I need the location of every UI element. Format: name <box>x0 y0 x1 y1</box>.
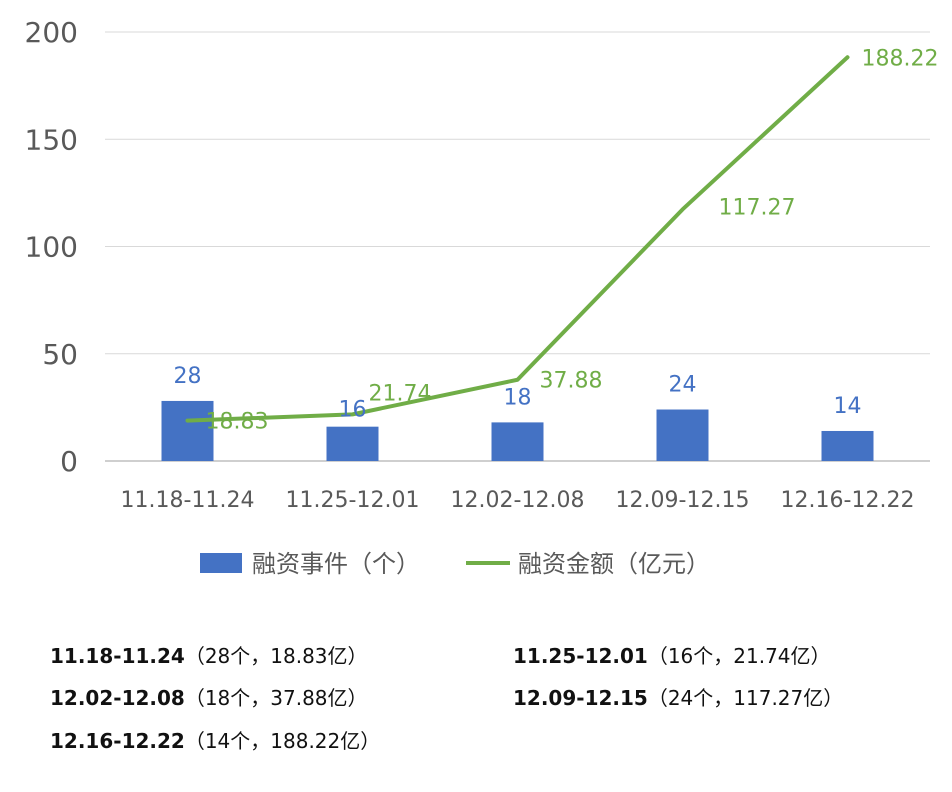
line-data-label: 21.74 <box>369 381 432 406</box>
summary-item: 12.16-12.22（14个，188.22亿） <box>50 725 380 754</box>
line-data-label: 117.27 <box>719 195 796 220</box>
line-data-label: 188.22 <box>862 46 939 71</box>
line-data-label: 37.88 <box>540 369 603 394</box>
line-series <box>185 55 850 423</box>
y-tick-label: 0 <box>60 445 78 478</box>
legend-label: 融资事件（个） <box>252 550 420 578</box>
bar-data-label: 28 <box>174 364 202 389</box>
summary-detail: （28个，18.83亿） <box>184 644 368 668</box>
bar-data-label: 16 <box>339 398 367 423</box>
bar <box>161 400 214 461</box>
line-data-label: 18.83 <box>206 410 269 435</box>
summary-period: 12.09-12.15 <box>513 686 648 710</box>
y-tick-label: 100 <box>25 231 78 264</box>
summary-item: 12.09-12.15（24个，117.27亿） <box>513 682 843 711</box>
x-tick-label: 12.16-12.22 <box>781 488 915 513</box>
summary-detail: （18个，37.88亿） <box>184 686 368 710</box>
legend-label: 融资金额（亿元） <box>518 550 710 578</box>
summary-detail: （24个，117.27亿） <box>647 686 844 710</box>
summary-period: 12.02-12.08 <box>50 686 185 710</box>
bar-data-label: 18 <box>504 385 532 410</box>
summary-detail: （16个，21.74亿） <box>647 644 831 668</box>
summary-item: 11.25-12.01（16个，21.74亿） <box>513 640 831 669</box>
summary-period: 12.16-12.22 <box>50 729 185 753</box>
summary-detail: （14个，188.22亿） <box>184 729 381 753</box>
summary-period: 11.18-11.24 <box>50 644 185 668</box>
bar <box>491 422 544 461</box>
x-tick-label: 11.18-11.24 <box>121 488 255 513</box>
summary-period: 11.25-12.01 <box>513 644 648 668</box>
bar <box>821 430 874 461</box>
x-tick-label: 12.09-12.15 <box>616 488 750 513</box>
bar <box>326 426 379 461</box>
x-tick-label: 12.02-12.08 <box>451 488 585 513</box>
summary-item: 11.18-11.24（28个，18.83亿） <box>50 640 368 669</box>
combo-chart: 0 50 100 150 200 11.18-11.24 11.25-12.01 12.02-… <box>25 16 939 578</box>
bar-data-label: 24 <box>669 373 697 398</box>
y-tick-label: 150 <box>25 123 78 156</box>
legend-swatch-bar <box>200 553 242 573</box>
summary-item: 12.02-12.08（18个，37.88亿） <box>50 682 368 711</box>
y-tick-label: 200 <box>25 16 78 49</box>
x-tick-label: 11.25-12.01 <box>286 488 420 513</box>
bar-data-label: 14 <box>834 394 862 419</box>
bar <box>656 409 709 461</box>
y-tick-label: 50 <box>42 338 78 371</box>
